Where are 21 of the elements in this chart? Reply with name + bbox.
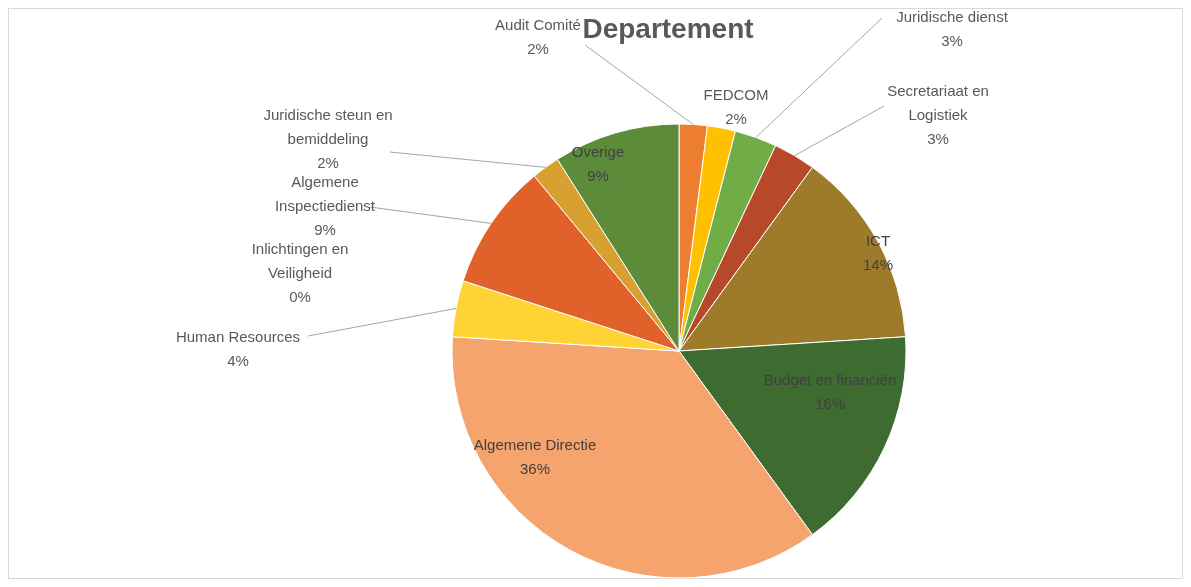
- text: 0%: [289, 288, 311, 305]
- slice-label: Audit Comité: [495, 16, 581, 33]
- data-label: 9%: [314, 221, 336, 238]
- slice-label: Human Resources: [175, 328, 301, 345]
- data-label: 36%: [519, 460, 551, 477]
- data-label: 2%: [317, 154, 339, 171]
- slice-label: FEDCOM: [703, 86, 769, 103]
- slice-label: Juridische steun en bemiddeling: [263, 106, 393, 147]
- data-label: 9%: [587, 167, 609, 184]
- slice-label: Algemene Inspectiedienst: [274, 173, 376, 214]
- chart-title: Departement: [582, 13, 754, 44]
- slice-label: Secretariaat en Logistiek: [887, 82, 989, 123]
- data-label: 2%: [725, 110, 747, 127]
- data-label: 4%: [227, 352, 249, 369]
- slice-label: Algemene Directie: [473, 436, 597, 453]
- slice-label: Overige: [571, 143, 625, 160]
- data-label: 2%: [527, 40, 549, 57]
- data-label: 3%: [927, 130, 949, 147]
- data-label: 3%: [941, 32, 963, 49]
- slice-label: Juridische dienst: [896, 8, 1009, 25]
- category-label: Inlichtingen en Veiligheid: [251, 240, 349, 281]
